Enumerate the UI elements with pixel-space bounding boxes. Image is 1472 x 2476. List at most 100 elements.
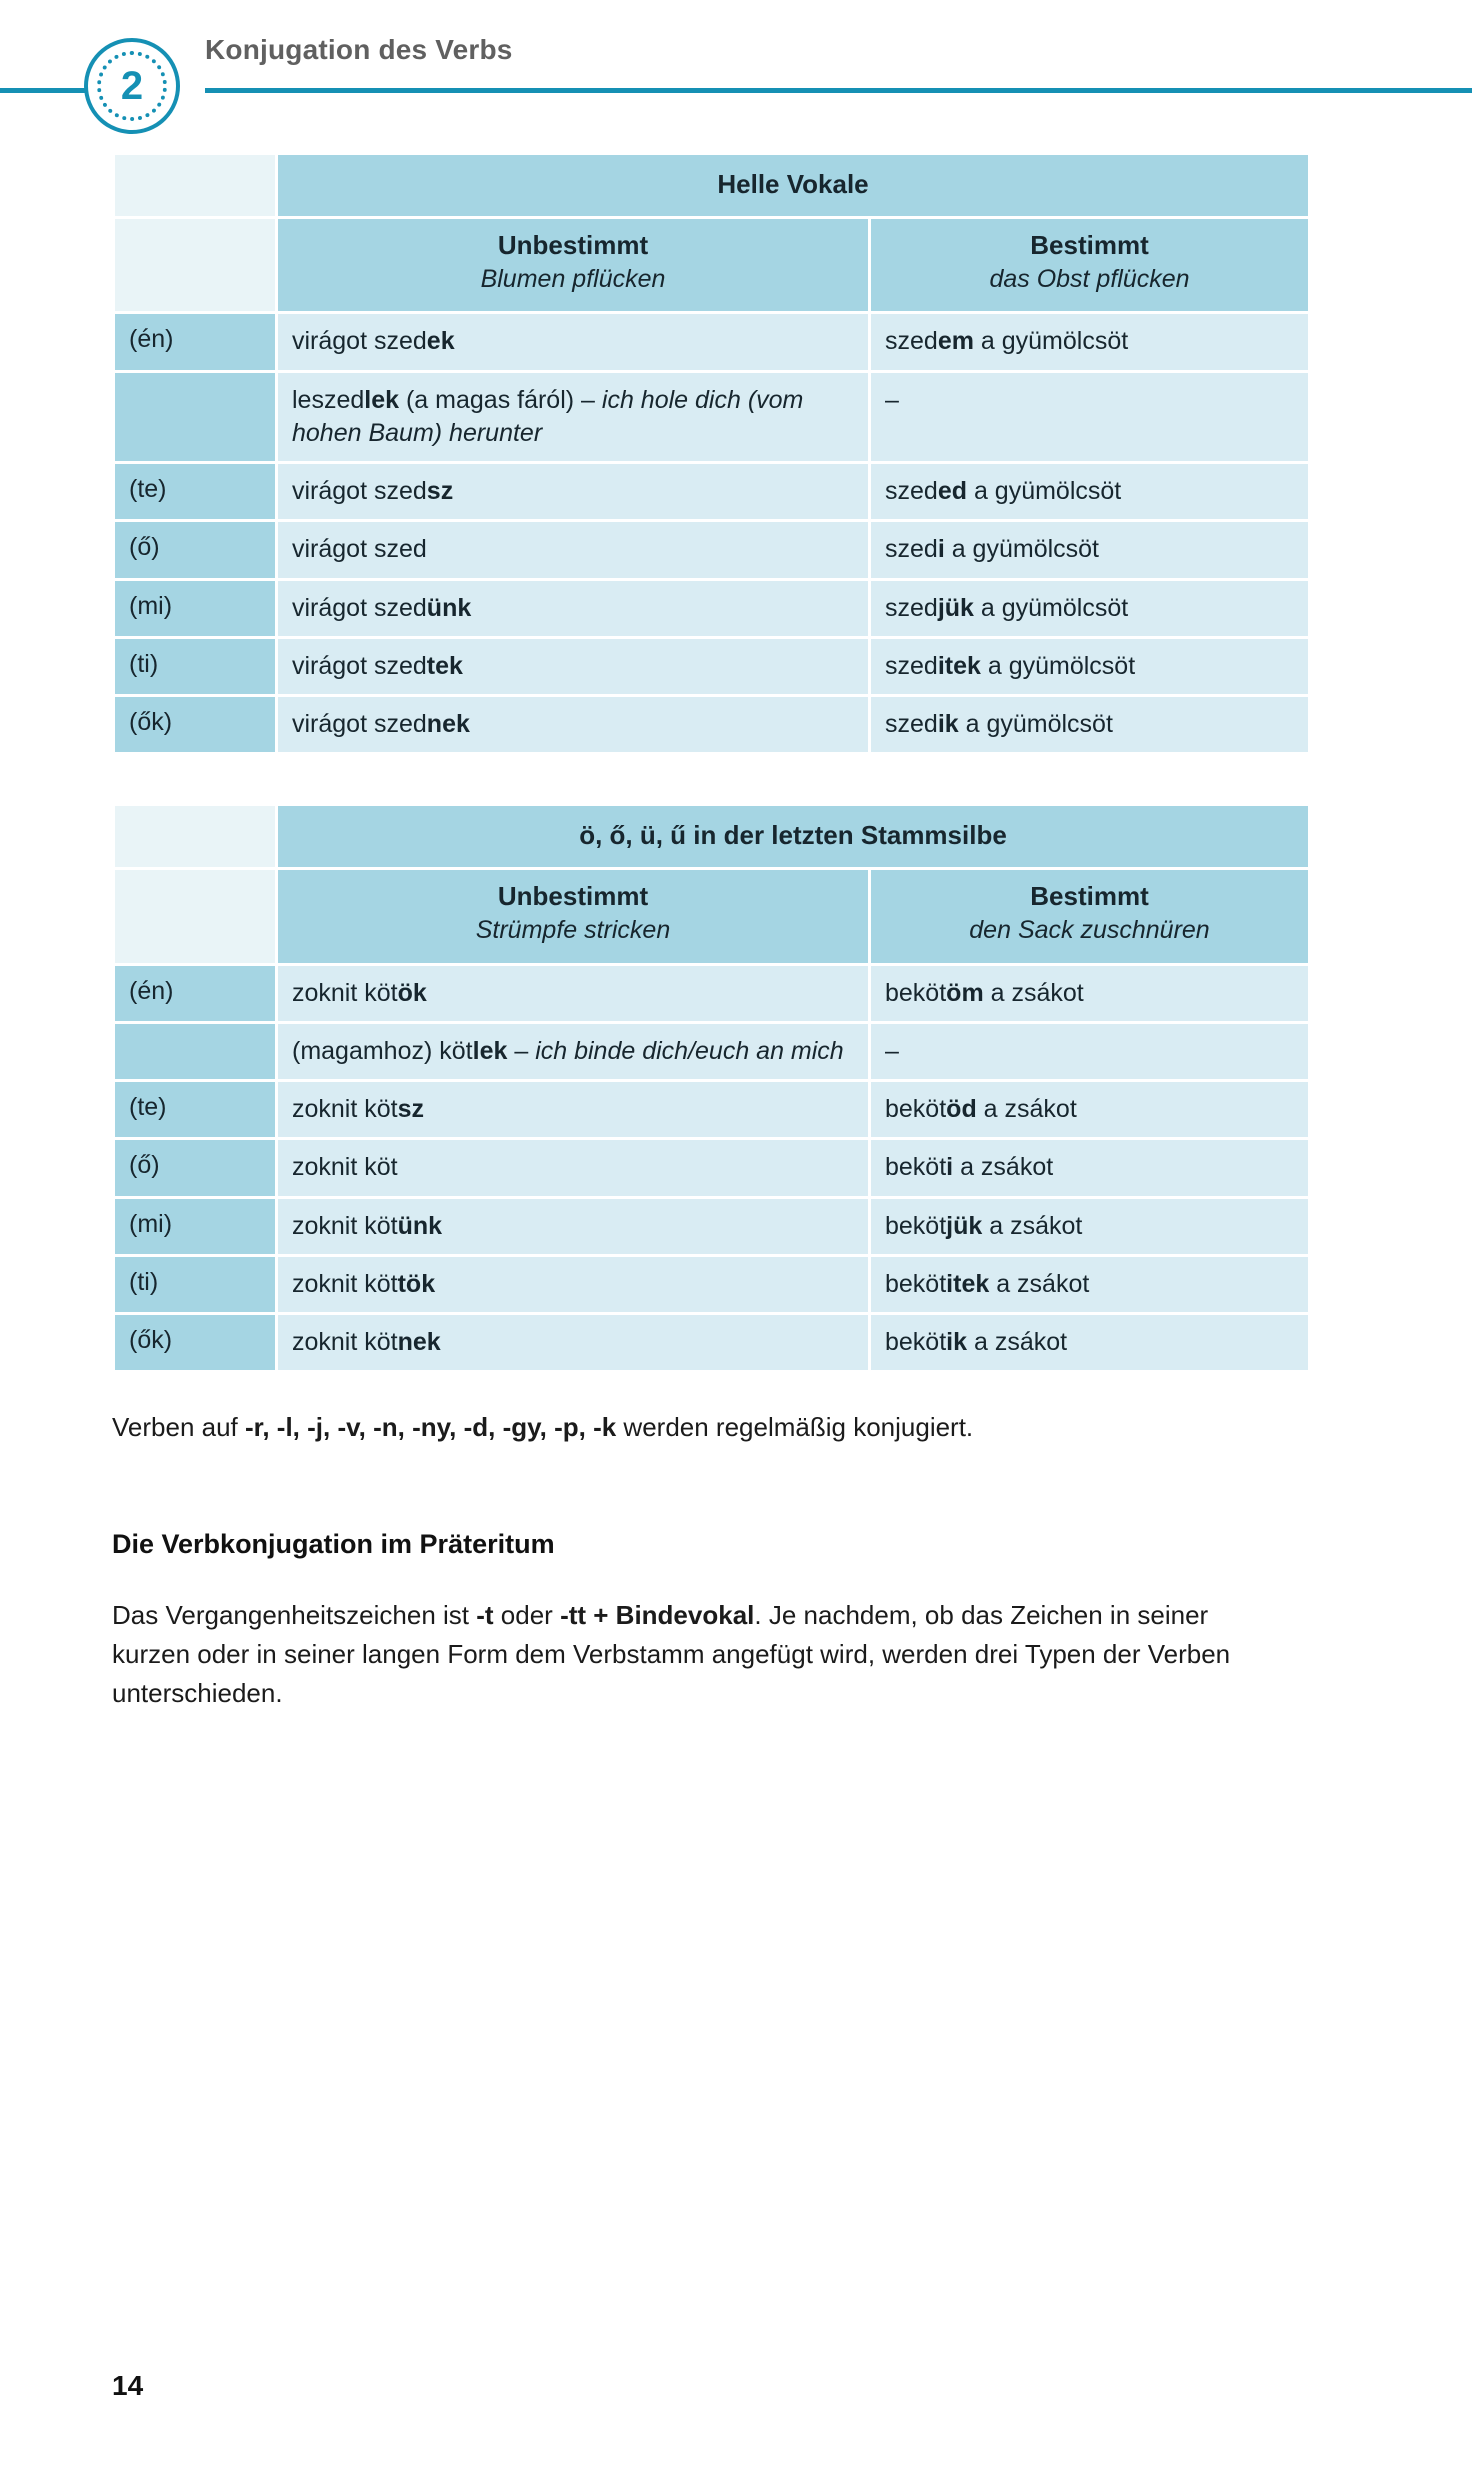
body-post: . Je nachdem, ob das Zeichen in seiner k… (112, 1600, 1231, 1709)
note-lead: Verben auf (112, 1412, 245, 1443)
section-heading-praeteritum: Die Verbkonjugation im Präteritum (112, 1529, 555, 1560)
column-header-example: Strümpfe stricken (475, 916, 671, 945)
corner-cell (115, 219, 275, 312)
body-mid: oder (493, 1600, 561, 1631)
indefinite-form-cell: (magamhoz) kötlek – ich binde dich/euch … (278, 1023, 868, 1080)
page-content: Helle Vokale Unbestimmt Blumen pflücken Bes… (112, 152, 1309, 1713)
note-tail: werden regelmäßig konjugiert. (616, 1412, 974, 1443)
table-row: (ők) virágot szednek szedik a gyümölcsöt (115, 697, 1309, 753)
indefinite-form-cell: zoknit kötök (278, 965, 868, 1021)
pronoun-cell: (ő) (115, 1140, 275, 1196)
table-row: (te) zoknit kötsz bekötöd a zsákot (115, 1082, 1308, 1138)
body-bold-tt: -tt + Bindevokal (560, 1600, 755, 1631)
column-header-example: Blumen pflücken (480, 264, 666, 293)
badge-dotted-ring-icon (97, 51, 167, 121)
definite-form-cell: bekötöm a zsákot (871, 965, 1308, 1021)
body-pre: Das Vergangenheitszeichen ist (112, 1600, 477, 1631)
page-title: Konjugation des Verbs (205, 34, 513, 65)
column-header-example: den Sack zuschnüren (969, 916, 1210, 945)
indefinite-form-cell: zoknit kötnek (278, 1315, 868, 1371)
definite-form-cell: szeded a gyümölcsöt (871, 464, 1309, 520)
corner-cell (115, 870, 275, 963)
pronoun-cell: (te) (115, 464, 275, 520)
table-row: (ti) zoknit köttök bekötitek a zsákot (115, 1256, 1308, 1313)
column-header-title: Unbestimmt (497, 881, 649, 912)
indefinite-form-cell: zoknit köttök (278, 1256, 868, 1313)
column-header-indefinite: Unbestimmt Strümpfe stricken (278, 870, 868, 963)
definite-form-cell: szeditek a gyümölcsöt (871, 638, 1309, 695)
column-header-indefinite: Unbestimmt Blumen pflücken (278, 219, 868, 312)
corner-cell (115, 806, 275, 868)
conjugation-tables: Helle Vokale Unbestimmt Blumen pflücken Bes… (112, 152, 1309, 1373)
indefinite-form-cell: zoknit kötünk (278, 1198, 868, 1254)
chapter-badge: 2 (84, 38, 180, 134)
definite-form-cell: szedik a gyümölcsöt (871, 697, 1309, 753)
definite-form-cell: szedem a gyümölcsöt (871, 314, 1309, 370)
group-header-label: Helle Vokale (278, 155, 1309, 216)
indefinite-form-cell: virágot szedünk (278, 580, 868, 636)
pronoun-cell: (mi) (115, 1198, 275, 1254)
table-subheader-row: Unbestimmt Strümpfe stricken Bestimmt den S… (115, 870, 1308, 963)
pronoun-cell: (ők) (115, 697, 275, 753)
definite-form-cell: szedjük a gyümölcsöt (871, 580, 1309, 636)
pronoun-cell (115, 372, 275, 462)
conjugation-table-1: Helle Vokale Unbestimmt Blumen pflücken Bes… (112, 152, 1311, 755)
table-row: (ő) virágot szed szedi a gyümölcsöt (115, 522, 1309, 578)
table-row: (én) virágot szedek szedem a gyümölcsöt (115, 314, 1309, 370)
chapter-number: 2 (120, 64, 144, 108)
column-header-title: Bestimmt (1030, 230, 1149, 260)
body-bold-t: -t (476, 1600, 494, 1631)
definite-form-cell: bekötik a zsákot (871, 1315, 1308, 1371)
table-row: (ő) zoknit köt beköti a zsákot (115, 1140, 1308, 1196)
pronoun-cell: (ti) (115, 638, 275, 695)
table-row: (ők) zoknit kötnek bekötik a zsákot (115, 1315, 1308, 1371)
table-row: (te) virágot szedsz szeded a gyümölcsöt (115, 464, 1309, 520)
definite-form-cell: – (871, 372, 1309, 462)
definite-form-cell: bekötjük a zsákot (871, 1198, 1308, 1254)
table-group-header-row: Helle Vokale (115, 155, 1309, 216)
definite-form-cell: – (871, 1023, 1308, 1080)
table-row: (ti) virágot szedtek szeditek a gyümölcsöt (115, 638, 1309, 695)
definite-form-cell: beköti a zsákot (871, 1140, 1308, 1196)
header-rule-right (205, 88, 1472, 93)
pronoun-cell: (te) (115, 1082, 275, 1138)
pronoun-cell: (ők) (115, 1315, 275, 1371)
column-header-title: Bestimmt (1030, 881, 1149, 912)
table-row: (magamhoz) kötlek – ich binde dich/euch … (115, 1023, 1308, 1080)
table-row: (mi) virágot szedünk szedjük a gyümölcsöt (115, 580, 1309, 636)
badge-outer-ring (84, 38, 180, 134)
header-rule-left (0, 88, 86, 93)
indefinite-form-cell: virágot szedsz (278, 464, 868, 520)
column-header-definite: Bestimmt den Sack zuschnüren (871, 870, 1308, 963)
page-number: 14 (112, 2370, 144, 2401)
indefinite-form-cell: zoknit kötsz (278, 1082, 868, 1138)
indefinite-form-cell: virágot szedek (278, 314, 868, 370)
column-header-definite: Bestimmt das Obst pflücken (871, 219, 1309, 312)
column-header-title: Unbestimmt (497, 230, 649, 260)
section-body-praeteritum: Das Vergangenheitszeichen ist -t oder -t… (112, 1596, 1272, 1713)
page-header: 2 Konjugation des Verbs (0, 0, 1472, 140)
pronoun-cell (115, 1023, 275, 1080)
note-suffix-list: -r, -l, -j, -v, -n, -ny, -d, -gy, -p, -k (245, 1412, 617, 1443)
pronoun-cell: (én) (115, 965, 275, 1021)
table-row: (én) zoknit kötök bekötöm a zsákot (115, 965, 1308, 1021)
pronoun-cell: (ti) (115, 1256, 275, 1313)
indefinite-form-cell: virágot szed (278, 522, 868, 578)
regular-verbs-note: Verben auf -r, -l, -j, -v, -n, -ny, -d, … (112, 1409, 1302, 1447)
group-header-label: ö, ő, ü, ű in der letzten Stammsilbe (278, 806, 1308, 868)
pronoun-cell: (mi) (115, 580, 275, 636)
definite-form-cell: szedi a gyümölcsöt (871, 522, 1309, 578)
indefinite-form-cell: leszedlek (a magas fáról) – ich hole dic… (278, 372, 868, 462)
table-row: (mi) zoknit kötünk bekötjük a zsákot (115, 1198, 1308, 1254)
definite-form-cell: bekötitek a zsákot (871, 1256, 1308, 1313)
pronoun-cell: (ő) (115, 522, 275, 578)
indefinite-form-cell: virágot szedtek (278, 638, 868, 695)
corner-cell (115, 155, 275, 216)
definite-form-cell: bekötöd a zsákot (871, 1082, 1308, 1138)
table-spacer (112, 755, 1302, 803)
column-header-example: das Obst pflücken (989, 264, 1190, 293)
pronoun-cell: (én) (115, 314, 275, 370)
conjugation-table-2: ö, ő, ü, ű in der letzten Stammsilbe Unbe… (112, 803, 1311, 1373)
indefinite-form-cell: zoknit köt (278, 1140, 868, 1196)
table-group-header-row: ö, ő, ü, ű in der letzten Stammsilbe (115, 806, 1308, 868)
